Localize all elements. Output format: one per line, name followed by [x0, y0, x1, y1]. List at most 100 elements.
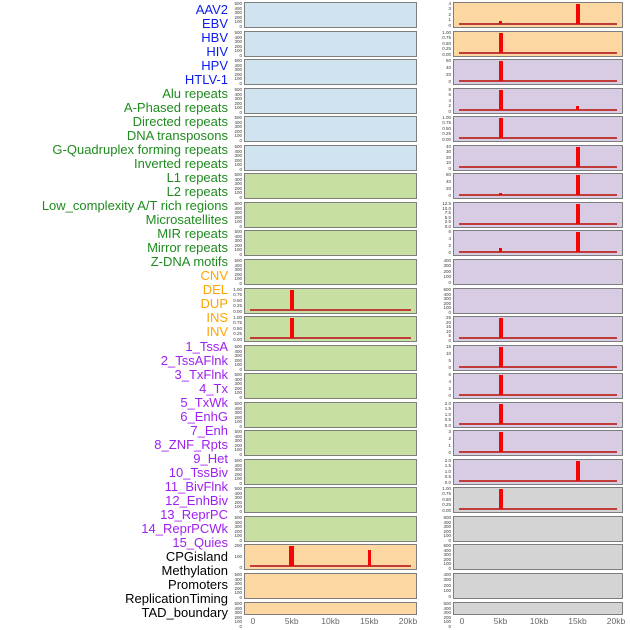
- track-label-6-enhg: 6_EnhG: [180, 408, 228, 424]
- y-tick-label: 4: [448, 236, 451, 242]
- y-tick-label: 4: [448, 379, 451, 385]
- y-axis-ticks: 25 20 15 10 5 0: [419, 315, 451, 342]
- y-tick-label: 0.5: [444, 417, 451, 423]
- y-tick-label: 0: [239, 594, 242, 600]
- track-label-hpv: HPV: [201, 57, 228, 73]
- y-tick-label: 3: [448, 429, 451, 434]
- y-tick-label: 40: [445, 179, 451, 185]
- track-label-cnv: CNV: [200, 268, 228, 284]
- signal-spike: [575, 147, 580, 167]
- y-tick-label: 0.00: [442, 507, 451, 513]
- y-axis-ticks: 500 400 300 200 100 0: [210, 515, 242, 542]
- y-tick-label: 500: [234, 572, 242, 577]
- y-tick-label: 2: [448, 386, 451, 392]
- y-tick-label: 6: [448, 372, 451, 377]
- y-tick-label: 400: [234, 262, 242, 268]
- signal-spike: [498, 33, 503, 53]
- y-tick-label: 200: [234, 43, 242, 49]
- y-tick-label: 25: [445, 315, 451, 320]
- track-panel: [453, 516, 623, 542]
- track-label-l2-repeats: L2 repeats: [166, 184, 228, 200]
- track-panel: [453, 2, 623, 28]
- y-tick-label: 2: [448, 103, 451, 109]
- y-tick-label: 100: [234, 190, 242, 195]
- y-tick-label: 200: [234, 385, 242, 391]
- y-axis-ticks: 500 400 300 200 100 0: [419, 543, 451, 570]
- y-tick-label: 100: [234, 48, 242, 53]
- y-tick-label: 200: [234, 442, 242, 448]
- track-label-g-quadruplex-forming-repeats: G-Quadruplex forming repeats: [52, 142, 228, 158]
- y-tick-label: 0: [239, 480, 242, 486]
- y-tick-label: 0: [448, 22, 451, 28]
- y-tick-label: 0.75: [442, 491, 451, 497]
- track-panel: [453, 544, 623, 570]
- y-tick-label: 400: [234, 519, 242, 525]
- y-tick-label: 200: [443, 528, 451, 534]
- y-tick-label: 400: [234, 119, 242, 125]
- track-panel: [244, 145, 417, 171]
- y-tick-label: 5: [448, 358, 451, 364]
- y-tick-label: 0.00: [233, 308, 242, 314]
- y-tick-label: 300: [234, 495, 242, 500]
- y-tick-label: 0.0: [444, 223, 451, 229]
- track-label-dna-transposons: DNA transposons: [126, 128, 228, 144]
- y-tick-label: 40: [445, 65, 451, 71]
- signal-baseline: [459, 365, 617, 368]
- y-tick-label: 0: [448, 365, 451, 371]
- y-tick-label: 300: [234, 524, 242, 529]
- signal-spike: [498, 404, 503, 424]
- track-label-hiv: HIV: [206, 43, 228, 59]
- y-tick-label: 10.0: [442, 205, 451, 211]
- y-tick-label: 7.5: [444, 210, 451, 215]
- signal-spike: [498, 489, 503, 509]
- y-axis-ticks: 12.5 10.0 7.5 5.0 2.5 0.0: [419, 201, 451, 229]
- y-tick-label: 300: [443, 610, 451, 615]
- y-tick-label: 100: [234, 504, 242, 509]
- y-tick-label: 0.00: [442, 51, 451, 57]
- track-panel: [453, 288, 623, 314]
- track-label-8-znf-rpts: 8_ZNF_Rpts: [154, 436, 228, 452]
- y-tick-label: 300: [234, 353, 242, 358]
- track-panel: [244, 259, 417, 285]
- track-panel: [453, 430, 623, 456]
- track-label-2-tssaflnk: 2_TssAFlnk: [160, 352, 228, 368]
- y-tick-label: 0.25: [233, 331, 242, 337]
- track-panel: [244, 116, 417, 142]
- track-label-promoters: Promoters: [168, 577, 228, 593]
- y-tick-label: 300: [234, 467, 242, 472]
- y-tick-label: 100: [234, 619, 242, 624]
- track-label-3-txflnk: 3_TxFlnk: [174, 366, 228, 382]
- y-tick-label: 400: [234, 490, 242, 496]
- signal-spike: [498, 61, 503, 81]
- y-axis-ticks: 500 400 300 200 100 0: [210, 115, 242, 142]
- y-axis-ticks: 40 30 20 10 0: [419, 144, 451, 171]
- y-tick-label: 400: [443, 519, 451, 525]
- y-axis-ticks: 1.00 0.75 0.50 0.25 0.00: [419, 486, 451, 513]
- y-tick-label: 300: [234, 381, 242, 386]
- y-tick-label: 500: [234, 115, 242, 120]
- signal-baseline: [459, 193, 617, 196]
- signal-spike: [575, 232, 580, 252]
- y-tick-label: 1.00: [442, 115, 451, 120]
- track-label-replicationtiming: ReplicationTiming: [125, 591, 228, 607]
- signal-baseline: [250, 564, 411, 567]
- y-tick-label: 4: [448, 97, 451, 103]
- x-axis-tick-label: 10kb: [321, 616, 340, 626]
- y-tick-label: 400: [234, 205, 242, 211]
- y-tick-label: 20: [445, 72, 451, 78]
- x-axis-tick-label: 20kb: [606, 616, 626, 626]
- y-tick-label: 200: [234, 271, 242, 277]
- y-tick-label: 100: [443, 588, 451, 594]
- y-tick-label: 6: [448, 92, 451, 98]
- y-axis-ticks: 500 400 300 200 100 0: [210, 229, 242, 256]
- track-panel: [244, 88, 417, 114]
- y-tick-label: 8: [448, 87, 451, 92]
- y-tick-label: 200: [234, 128, 242, 134]
- y-tick-label: 0: [448, 279, 451, 285]
- track-label-14-reprpcwk: 14_ReprPCWk: [141, 520, 228, 536]
- y-tick-label: 200: [234, 614, 242, 620]
- y-tick-label: 2: [448, 436, 451, 442]
- signal-baseline: [459, 450, 617, 453]
